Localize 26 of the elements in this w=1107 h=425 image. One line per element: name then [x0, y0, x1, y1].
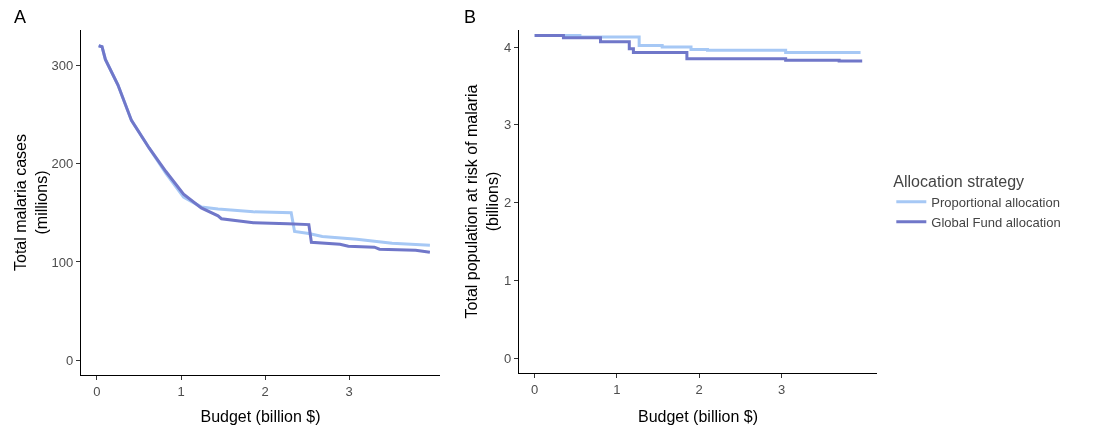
x-tick-label: 2 [261, 383, 269, 399]
y-tick-label: 200 [51, 156, 74, 172]
x-tick-label: 0 [93, 383, 101, 399]
y-axis-title: Total malaria cases (millions) [11, 134, 50, 271]
legend-label: Proportional allocation [931, 194, 1060, 210]
chart-title: A [14, 7, 27, 28]
x-axis-title: Budget (billion $) [637, 408, 759, 425]
y-tick-label: 4 [504, 39, 512, 55]
y-axis-title: Total population at risk of malaria (billions) [462, 84, 501, 319]
y-tick-label: 0 [66, 352, 74, 368]
x-tick-label: 0 [531, 381, 539, 397]
y-tick-label: 300 [51, 57, 74, 73]
chart-title: B [464, 7, 477, 28]
y-tick-label: 0 [504, 350, 512, 366]
x-tick-label: 3 [345, 383, 353, 399]
y-tick-label: 2 [504, 195, 512, 211]
legend-title: Allocation strategy [893, 172, 1025, 190]
legend-label: Global Fund allocation [931, 214, 1061, 230]
y-tick-label: 3 [504, 117, 512, 133]
x-tick-label: 1 [613, 381, 621, 397]
x-axis-title: Budget (billion $) [200, 408, 321, 425]
y-tick-label: 100 [51, 254, 74, 270]
y-tick-label: 1 [504, 272, 512, 288]
x-tick-label: 1 [177, 383, 185, 399]
x-tick-label: 2 [695, 381, 703, 397]
x-tick-label: 3 [777, 381, 786, 397]
